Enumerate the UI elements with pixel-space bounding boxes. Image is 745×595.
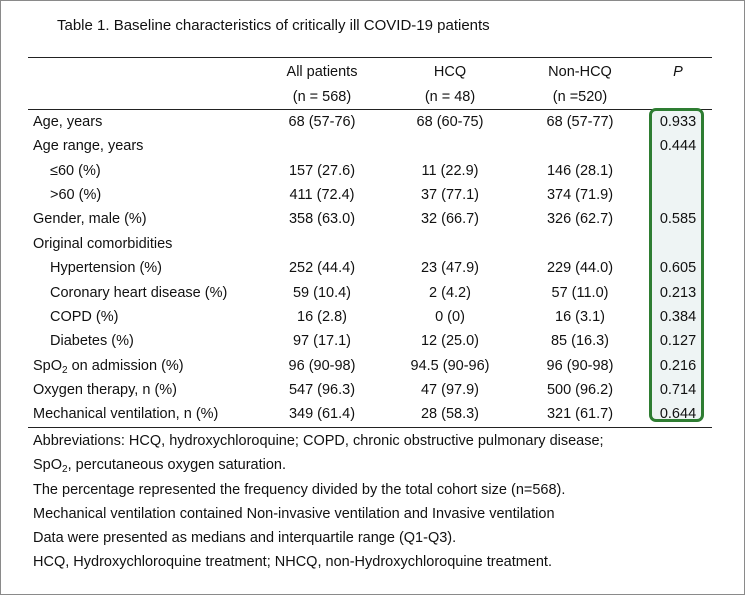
cell-all: 59 (10.4) — [292, 285, 352, 301]
header-non-hcq: Non-HCQ — [548, 64, 612, 80]
cell-all: 358 (63.0) — [288, 211, 356, 227]
cell-all: 547 (96.3) — [288, 382, 356, 398]
cell-non-hcq: 326 (62.7) — [546, 211, 614, 227]
header-non-hcq-n: (n =520) — [552, 89, 608, 105]
cell-p: 0.933 — [659, 114, 697, 130]
cell-hcq: 2 (4.2) — [429, 285, 471, 301]
cell-hcq: 47 (97.9) — [420, 382, 480, 398]
cell-p: 0.216 — [659, 358, 697, 374]
cell-hcq: 94.5 (90-96) — [410, 358, 490, 374]
top-rule — [28, 57, 712, 58]
cell-non-hcq: 229 (44.0) — [546, 260, 614, 276]
cell-p: 0.644 — [659, 406, 697, 422]
cell-non-hcq: 57 (11.0) — [551, 285, 609, 301]
cell-p: 0.213 — [659, 285, 697, 301]
cell-all: 349 (61.4) — [288, 406, 356, 422]
row-label: Diabetes (%) — [50, 333, 134, 349]
header-p: P — [673, 64, 683, 80]
cell-p: 0.605 — [659, 260, 697, 276]
row-label: ≤60 (%) — [50, 163, 101, 179]
cell-p: 0.714 — [659, 382, 697, 398]
cell-all: 97 (17.1) — [292, 333, 352, 349]
cell-all: 16 (2.8) — [297, 309, 347, 325]
cell-all: 411 (72.4) — [289, 187, 355, 203]
cell-hcq: 0 (0) — [435, 309, 465, 325]
cell-non-hcq: 68 (57-77) — [546, 114, 614, 130]
row-label: Age range, years — [33, 138, 144, 154]
row-label: Oxygen therapy, n (%) — [33, 382, 177, 398]
row-label-spo2: SpO2 on admission (%) — [33, 358, 184, 376]
cell-all: 157 (27.6) — [288, 163, 356, 179]
table-title: Table 1. Baseline characteristics of cri… — [57, 17, 490, 34]
row-label: Coronary heart disease (%) — [50, 285, 228, 301]
row-label: Original comorbidities — [33, 236, 173, 252]
cell-all: 68 (57-76) — [288, 114, 356, 130]
footnote-ventilation: Mechanical ventilation contained Non-inv… — [33, 506, 555, 522]
cell-non-hcq: 16 (3.1) — [555, 309, 605, 325]
footnote-treatment: HCQ, Hydroxychloroquine treatment; NHCQ,… — [33, 554, 552, 570]
header-hcq-n: (n = 48) — [424, 89, 476, 105]
cell-hcq: 37 (77.1) — [420, 187, 480, 203]
cell-non-hcq: 321 (61.7) — [546, 406, 614, 422]
cell-all: 252 (44.4) — [288, 260, 356, 276]
cell-non-hcq: 85 (16.3) — [550, 333, 610, 349]
header-all-patients-n: (n = 568) — [292, 89, 352, 105]
cell-non-hcq: 374 (71.9) — [546, 187, 614, 203]
cell-hcq: 23 (47.9) — [420, 260, 480, 276]
footnote-spo2: SpO2, percutaneous oxygen saturation. — [33, 457, 287, 475]
row-label: Gender, male (%) — [33, 211, 147, 227]
cell-p: 0.444 — [659, 138, 697, 154]
p-value-highlight-box — [649, 108, 704, 422]
cell-non-hcq: 146 (28.1) — [546, 163, 614, 179]
cell-p: 0.585 — [659, 211, 697, 227]
row-label: Hypertension (%) — [50, 260, 163, 276]
row-label: Age, years — [33, 114, 103, 130]
cell-hcq: 12 (25.0) — [420, 333, 480, 349]
header-all-patients: All patients — [286, 64, 358, 80]
footnote-medians: Data were presented as medians and inter… — [33, 530, 457, 546]
footnote-abbreviations: Abbreviations: HCQ, hydroxychloroquine; … — [33, 433, 604, 449]
cell-all: 96 (90-98) — [288, 358, 356, 374]
cell-hcq: 68 (60-75) — [416, 114, 484, 130]
footnote-percentage: The percentage represented the frequency… — [33, 482, 566, 498]
cell-non-hcq: 96 (90-98) — [546, 358, 614, 374]
cell-p: 0.127 — [659, 333, 697, 349]
header-rule — [28, 109, 712, 110]
cell-hcq: 32 (66.7) — [420, 211, 480, 227]
bottom-rule — [28, 427, 712, 428]
row-label: COPD (%) — [50, 309, 119, 325]
row-label: Mechanical ventilation, n (%) — [33, 406, 219, 422]
cell-p: 0.384 — [659, 309, 697, 325]
header-hcq: HCQ — [433, 64, 467, 80]
cell-non-hcq: 500 (96.2) — [546, 382, 614, 398]
cell-hcq: 28 (58.3) — [420, 406, 480, 422]
row-label: >60 (%) — [50, 187, 102, 203]
cell-hcq: 11 (22.9) — [421, 163, 479, 179]
